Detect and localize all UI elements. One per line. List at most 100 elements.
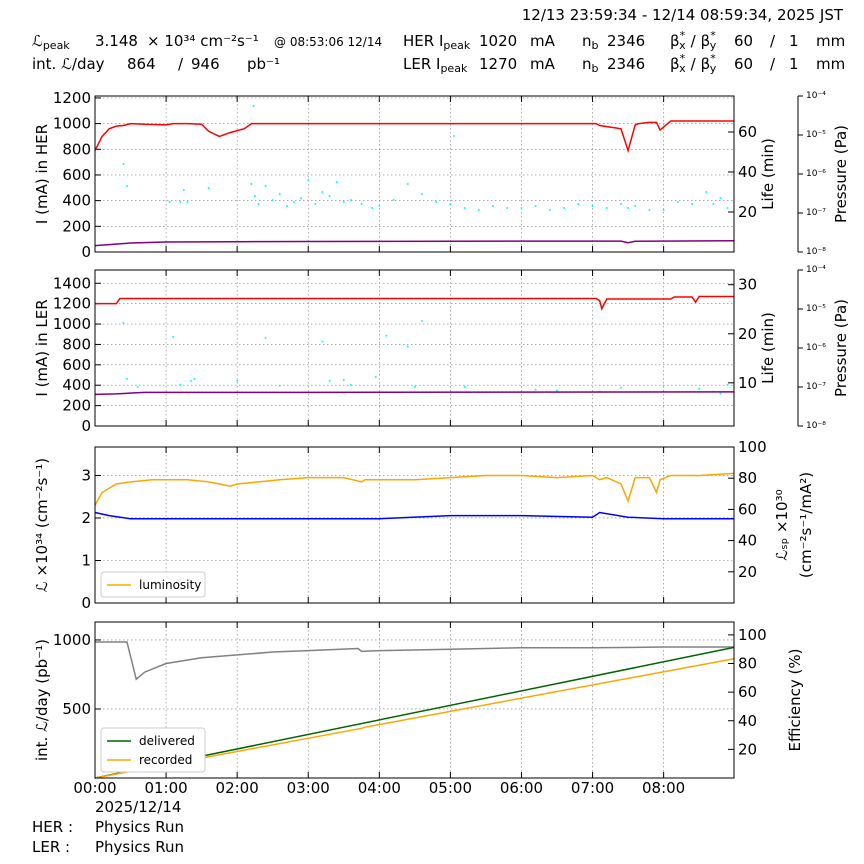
y2-tick-label: 20 [738, 203, 757, 221]
data-line [94, 239, 735, 247]
run-mode: Physics Run [95, 838, 184, 856]
y2-tick-label: 10 [738, 374, 757, 392]
ring-peak-label-part: HER I [403, 32, 443, 50]
intl-recorded: 864 [127, 55, 156, 73]
intl-label: int. ℒ/day [32, 55, 105, 73]
data-point [321, 191, 324, 193]
panel: 0 200 400 600 800 1000 1200 20 40 60 10⁻⁸ 10⁻⁷ 10⁻⁶ 1… [33, 89, 850, 261]
y2-axis-label: Life (min) [759, 138, 777, 210]
ring-current: 1020 [479, 32, 517, 50]
plot-area [95, 96, 734, 252]
data-point [463, 385, 466, 388]
data-point [179, 383, 182, 386]
data-point [492, 205, 495, 207]
bunch-count-part: 2346 [607, 32, 645, 50]
plot-frame [94, 621, 735, 779]
x-tick-label: 02:00 [216, 779, 259, 797]
data-point [719, 392, 722, 395]
data-point [271, 199, 274, 201]
y3-tick-label: 10⁻⁵ [806, 304, 826, 314]
lpeak-value: 3.148 [95, 32, 138, 50]
lpeak-label-part: peak [43, 39, 70, 52]
y2-axis-label: ℒₛₚ ×10³⁰ [773, 489, 791, 560]
data-point [548, 209, 551, 211]
run-ring-part: LER : [32, 838, 70, 856]
plot-frame [94, 269, 735, 427]
panel: 0 200 400 600 800 1000 1200 1400 10 20 30 10⁻⁸ 10⁻⁷ 1… [33, 265, 850, 435]
y2-tick-label: 20 [738, 325, 757, 343]
plot-area [95, 270, 734, 426]
beta-label-part: x [679, 39, 686, 52]
data-point [634, 205, 637, 207]
beta-label-part: y [710, 39, 717, 52]
y-tick-label: 1400 [53, 274, 91, 292]
y-axis-label: I (mA) in HER [33, 124, 51, 224]
data-point [420, 193, 423, 195]
data-point [719, 197, 722, 199]
y3-tick-label: 10⁻⁶ [806, 169, 826, 179]
data-point [193, 377, 196, 380]
data-line [94, 472, 735, 506]
y-tick-label: 1000 [53, 631, 91, 649]
y2-axis-label: Efficiency (%) [786, 649, 804, 752]
beta-sep: / [770, 55, 776, 73]
data-line [94, 120, 734, 154]
data-point [449, 203, 452, 205]
panel: 0 1 2 3 20 40 60 80 100 ℒ ×10³⁴ (cm⁻²s⁻¹) ℒₛₚ ×10³… [33, 438, 815, 612]
beta-label-part: β [670, 55, 680, 73]
data-point [321, 340, 324, 343]
y2-tick-label: 60 [738, 500, 757, 518]
beta-label-part: / [691, 55, 697, 73]
data-point [172, 335, 175, 338]
beta-x-part: 60 [734, 32, 753, 50]
data-point [392, 199, 395, 201]
y-tick-label: 2 [81, 509, 91, 527]
beta-unit: mm [816, 32, 845, 50]
beta-label-part: * [680, 29, 686, 42]
legend-label: recorded [139, 753, 192, 767]
data-point [452, 135, 455, 137]
ring-unit: mA [530, 32, 556, 50]
data-point [314, 203, 317, 205]
beta-label-part: x [679, 62, 686, 75]
y-tick-label: 600 [62, 166, 91, 184]
beta-label: β* x / β* y [670, 52, 717, 75]
y3-tick-label: 10⁻⁵ [806, 130, 826, 140]
data-point [293, 201, 296, 203]
beta-sep: / [770, 32, 776, 50]
beta-label-part: * [710, 52, 716, 65]
bunch-count: 2346 [607, 55, 645, 73]
y2-axis-label: (cm⁻²s⁻¹/mA²) [797, 472, 815, 578]
beta-unit-part: mm [816, 55, 845, 73]
data-point [619, 203, 622, 205]
beta-x: 60 [734, 55, 753, 73]
y2-tick-label: 80 [738, 655, 757, 673]
data-point [705, 191, 708, 193]
y2-tick-label: 30 [738, 276, 757, 294]
data-point [264, 185, 267, 187]
data-point [534, 205, 537, 207]
bunch-count: 2346 [607, 32, 645, 50]
data-line [95, 641, 734, 681]
beta-sep-part: / [770, 32, 776, 50]
y-tick-label: 1 [81, 551, 91, 569]
y-axis-label: ℒ ×10³⁴ (cm⁻²s⁻¹) [33, 458, 51, 592]
y-tick-label: 1200 [53, 295, 91, 313]
beta-label-part: β [701, 55, 711, 73]
beta-unit-part: mm [816, 32, 845, 50]
y2-tick-label: 20 [738, 563, 757, 581]
y-tick-label: 0 [81, 594, 91, 612]
intl-recorded-part: 864 [127, 55, 156, 73]
y2-tick-label: 60 [738, 123, 757, 141]
beta-label-part: y [710, 62, 717, 75]
data-line [94, 657, 735, 779]
y3-tick-label: 10⁻⁴ [806, 91, 826, 101]
data-point [122, 321, 125, 324]
beta-y-part: 1 [789, 32, 799, 50]
bunch-label-part: n [582, 32, 592, 50]
beta-label: β* x / β* y [670, 29, 717, 52]
x-tick-label: 06:00 [500, 779, 543, 797]
data-point [676, 201, 679, 203]
panel: 00:00 01:00 02:00 03:00 04:00 05:00 06:00 07:00… [33, 621, 804, 797]
data-point [420, 320, 423, 323]
